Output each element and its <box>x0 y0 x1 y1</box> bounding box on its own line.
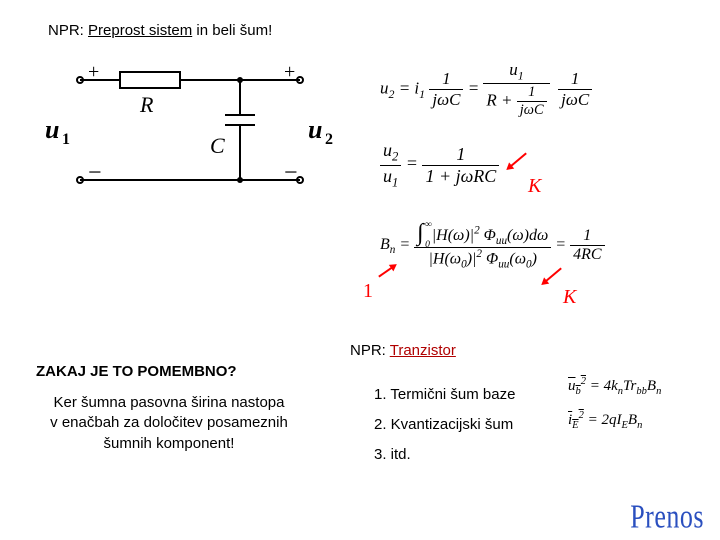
annotation-K2: K <box>563 286 576 309</box>
svg-text:−: − <box>284 160 298 186</box>
eq4-mid: Tr <box>623 378 636 394</box>
eq1-f1n: 1 <box>429 69 463 90</box>
eq3-int: ∫ <box>417 220 424 246</box>
title-left-pre: NPR: <box>48 22 88 39</box>
eq2-ln: u <box>383 140 392 160</box>
svg-text:+: + <box>88 61 99 83</box>
eq1-f2d2d: jωC <box>517 102 547 119</box>
footer-prenos: Prenos <box>630 498 704 537</box>
eq3-phi: Φ <box>480 227 496 244</box>
eq3-B: B <box>380 236 390 253</box>
eq1-f2n: u <box>509 60 518 79</box>
eq3-intsub: 0 <box>425 239 430 250</box>
title-left: NPR: Preprost sistem in beli šum! <box>48 22 272 39</box>
eq3-dphi: Φ <box>482 251 498 268</box>
eq4-u: u <box>568 378 576 394</box>
arrow-icon <box>507 153 527 170</box>
eq1-f3n: 1 <box>558 69 592 90</box>
eq3-H: |H(ω)| <box>432 227 474 244</box>
eq3-drest: (ω <box>509 251 526 268</box>
annotation-one: 1 <box>363 280 373 303</box>
eq3-drest2: ) <box>532 251 537 268</box>
rc-circuit-diagram: + − + − u 1 u 2 R C <box>40 60 340 210</box>
eq4-endsub: n <box>656 386 661 397</box>
eq3-rn: 1 <box>570 227 604 246</box>
noise-list: 1. Termični šum baze 2. Kvantizacijski š… <box>374 380 515 470</box>
equation-bn: Bn = ∫∞0 |H(ω)|2 Φuu(ω)dω |H(ω0)|2 Φuu(ω… <box>380 220 605 271</box>
eq3-dH2: )| <box>467 251 477 268</box>
list-item: 2. Kvantizacijski šum <box>374 410 515 440</box>
equation-u2: u2 = i1 1jωC = u1R + 1jωC 1jωC <box>380 60 592 119</box>
eq5-endsub: n <box>637 420 642 431</box>
eq1-f3d: jωC <box>558 90 592 110</box>
eq2-ldsub: 1 <box>392 175 398 189</box>
eq5-isub: E <box>572 420 578 431</box>
ker1: Ker šumna pasovna širina nastopa <box>54 394 285 411</box>
eq1-f1d: jωC <box>429 90 463 110</box>
eq5-end: B <box>628 412 637 428</box>
eq2-rn: 1 <box>422 144 499 166</box>
ker2: v enačbah za določitev posameznih <box>50 414 288 431</box>
title-right: NPR: Tranzistor <box>350 342 456 359</box>
svg-text:u: u <box>308 115 322 144</box>
eq4-end: B <box>647 378 656 394</box>
eq3-rest: (ω)dω <box>507 227 548 244</box>
eq1-u: u <box>380 79 389 98</box>
eq3-intsup: ∞ <box>425 219 432 230</box>
eq1-f2nsub: 1 <box>518 68 524 82</box>
svg-text:−: − <box>88 160 102 186</box>
eq1-i: = i <box>394 79 419 98</box>
eq3-eq: = <box>395 236 414 253</box>
list-item: 3. itd. <box>374 440 515 470</box>
eq3-dH: |H(ω <box>429 251 462 268</box>
paragraph-ker: Ker šumna pasovna širina nastopa v enačb… <box>24 393 314 454</box>
title-left-link: Preprost sistem <box>88 22 192 39</box>
svg-text:C: C <box>210 133 225 158</box>
title-right-pre: NPR: <box>350 342 390 359</box>
eq4-s2: bb <box>636 386 647 397</box>
ker3: šumnih komponent! <box>104 435 235 452</box>
equation-ub: ub2 = 4knTrbbBn <box>568 376 661 397</box>
eq1-f2d2n: 1 <box>517 84 547 102</box>
eq2-ld: u <box>383 166 392 186</box>
eq1-isub: 1 <box>419 87 425 101</box>
eq3-dphisub: uu <box>498 259 509 271</box>
eq2-rd: 1 + jωRC <box>422 166 499 187</box>
svg-text:u: u <box>45 115 59 144</box>
svg-text:1: 1 <box>62 131 70 148</box>
eq3-rd: 4RC <box>570 246 604 264</box>
svg-text:R: R <box>139 92 154 117</box>
equation-ie: iE2 = 2qIEBn <box>568 410 642 431</box>
list-item: 1. Termični šum baze <box>374 380 515 410</box>
eq5-eq: = 2qI <box>584 412 622 428</box>
eq1-f2d1: R + <box>486 91 516 110</box>
eq3-eq2: = <box>555 236 570 253</box>
svg-text:+: + <box>284 61 295 83</box>
eq2-lnsub: 2 <box>392 150 398 164</box>
eq1-eq: = <box>468 79 484 98</box>
equation-transfer: u2u1 = 11 + jωRC <box>380 140 499 190</box>
eq3-phisub: uu <box>496 235 507 247</box>
heading-zakaj: ZAKAJ JE TO POMEMBNO? <box>36 363 237 380</box>
annotation-K1: K <box>528 175 541 198</box>
eq4-usub: b <box>576 386 581 397</box>
eq4-eq: = 4k <box>586 378 618 394</box>
title-left-rest: in beli šum! <box>192 22 272 39</box>
svg-text:2: 2 <box>325 131 333 148</box>
eq2-eq: = <box>406 153 423 173</box>
title-right-link: Tranzistor <box>390 342 456 359</box>
